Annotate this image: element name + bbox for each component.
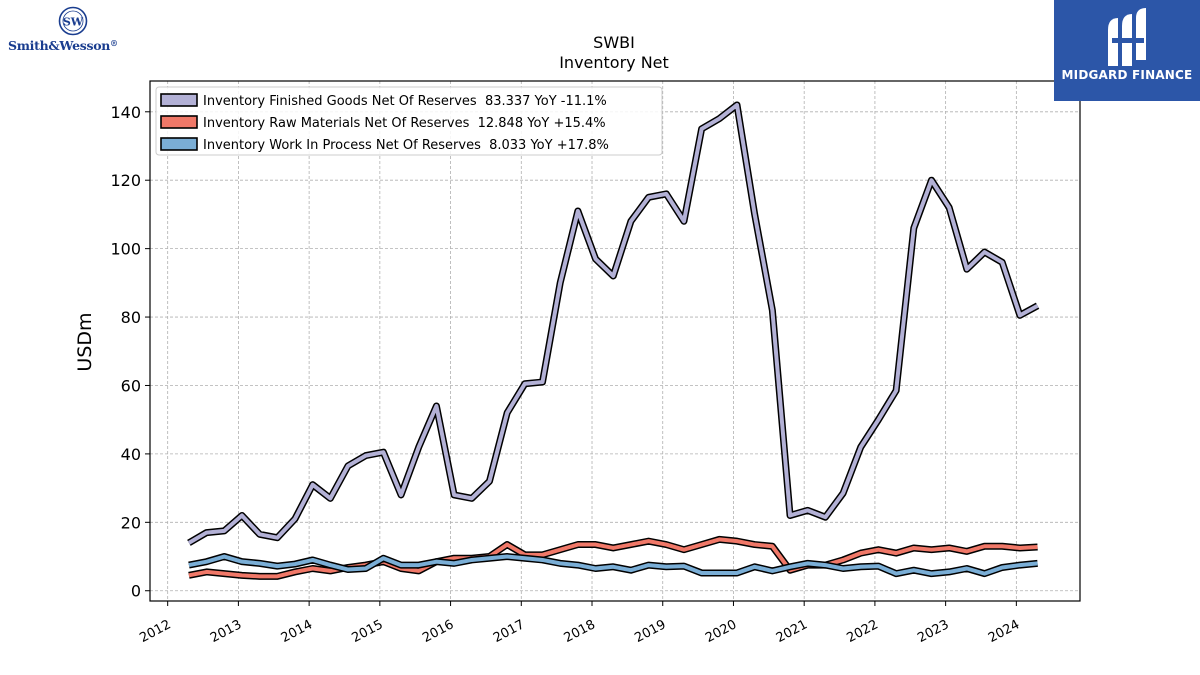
- x-tick-label: 2019: [632, 617, 668, 646]
- y-axis-label: USDm: [74, 312, 96, 371]
- x-tick-label: 2013: [208, 617, 244, 646]
- x-tick-label: 2016: [420, 617, 456, 646]
- midgard-finance-logo: MIDGARD FINANCE: [1054, 0, 1200, 101]
- series-stroke: [188, 554, 1038, 576]
- midgard-mark-icon: [1108, 8, 1146, 66]
- x-tick-label: 2023: [915, 617, 951, 646]
- series-lines: [187, 101, 1040, 580]
- legend-swatch: [160, 115, 198, 129]
- y-tick-label: 80: [121, 308, 141, 327]
- chart-subtitle: Inventory Net: [559, 53, 669, 72]
- x-tick-label: 2020: [703, 617, 739, 646]
- y-tick-label: 40: [121, 445, 141, 464]
- legend-swatch: [160, 93, 198, 107]
- y-tick-label: 0: [131, 582, 141, 601]
- legend-label: Inventory Finished Goods Net Of Reserves…: [203, 94, 607, 109]
- y-tick-label: 60: [121, 376, 141, 395]
- brand-name: Smith&Wesson: [8, 38, 111, 53]
- legend-box: [155, 86, 663, 156]
- x-tick-label: 2017: [491, 617, 527, 646]
- series-stroke: [187, 102, 1039, 545]
- svg-text:SW: SW: [63, 16, 84, 29]
- smith-wesson-logo: SW Smith&Wesson®: [8, 6, 128, 56]
- series-line-0: [187, 101, 1040, 546]
- y-tick-label: 120: [110, 171, 141, 190]
- series-outline: [187, 101, 1040, 546]
- y-tick-label: 100: [110, 240, 141, 259]
- x-tick-label: 2018: [562, 617, 598, 646]
- x-tick-label: 2015: [349, 617, 385, 646]
- x-tick-label: 2024: [986, 617, 1022, 646]
- x-tick-label: 2012: [137, 617, 173, 646]
- legend-label: Inventory Work In Process Net Of Reserve…: [203, 138, 609, 153]
- legend-swatch: [160, 137, 198, 151]
- series-line-2: [188, 553, 1038, 578]
- chart-title: SWBI: [593, 33, 635, 52]
- series-stroke: [188, 537, 1038, 579]
- x-tick-label: 2021: [774, 617, 810, 646]
- y-tick-label: 140: [110, 103, 141, 122]
- legend: Inventory Finished Goods Net Of Reserves…: [155, 86, 663, 156]
- brand-registered-mark: ®: [110, 38, 118, 48]
- seal-icon: SW: [58, 6, 88, 36]
- plot-frame: [149, 80, 1081, 602]
- legend-label: Inventory Raw Materials Net Of Reserves …: [203, 116, 606, 131]
- x-tick-label: 2014: [279, 617, 315, 646]
- midgard-brand-name: MIDGARD FINANCE: [1061, 68, 1193, 82]
- y-tick-label: 20: [121, 513, 141, 532]
- series-line-1: [188, 535, 1038, 580]
- grid: [150, 81, 1080, 601]
- x-tick-label: 2022: [845, 617, 881, 646]
